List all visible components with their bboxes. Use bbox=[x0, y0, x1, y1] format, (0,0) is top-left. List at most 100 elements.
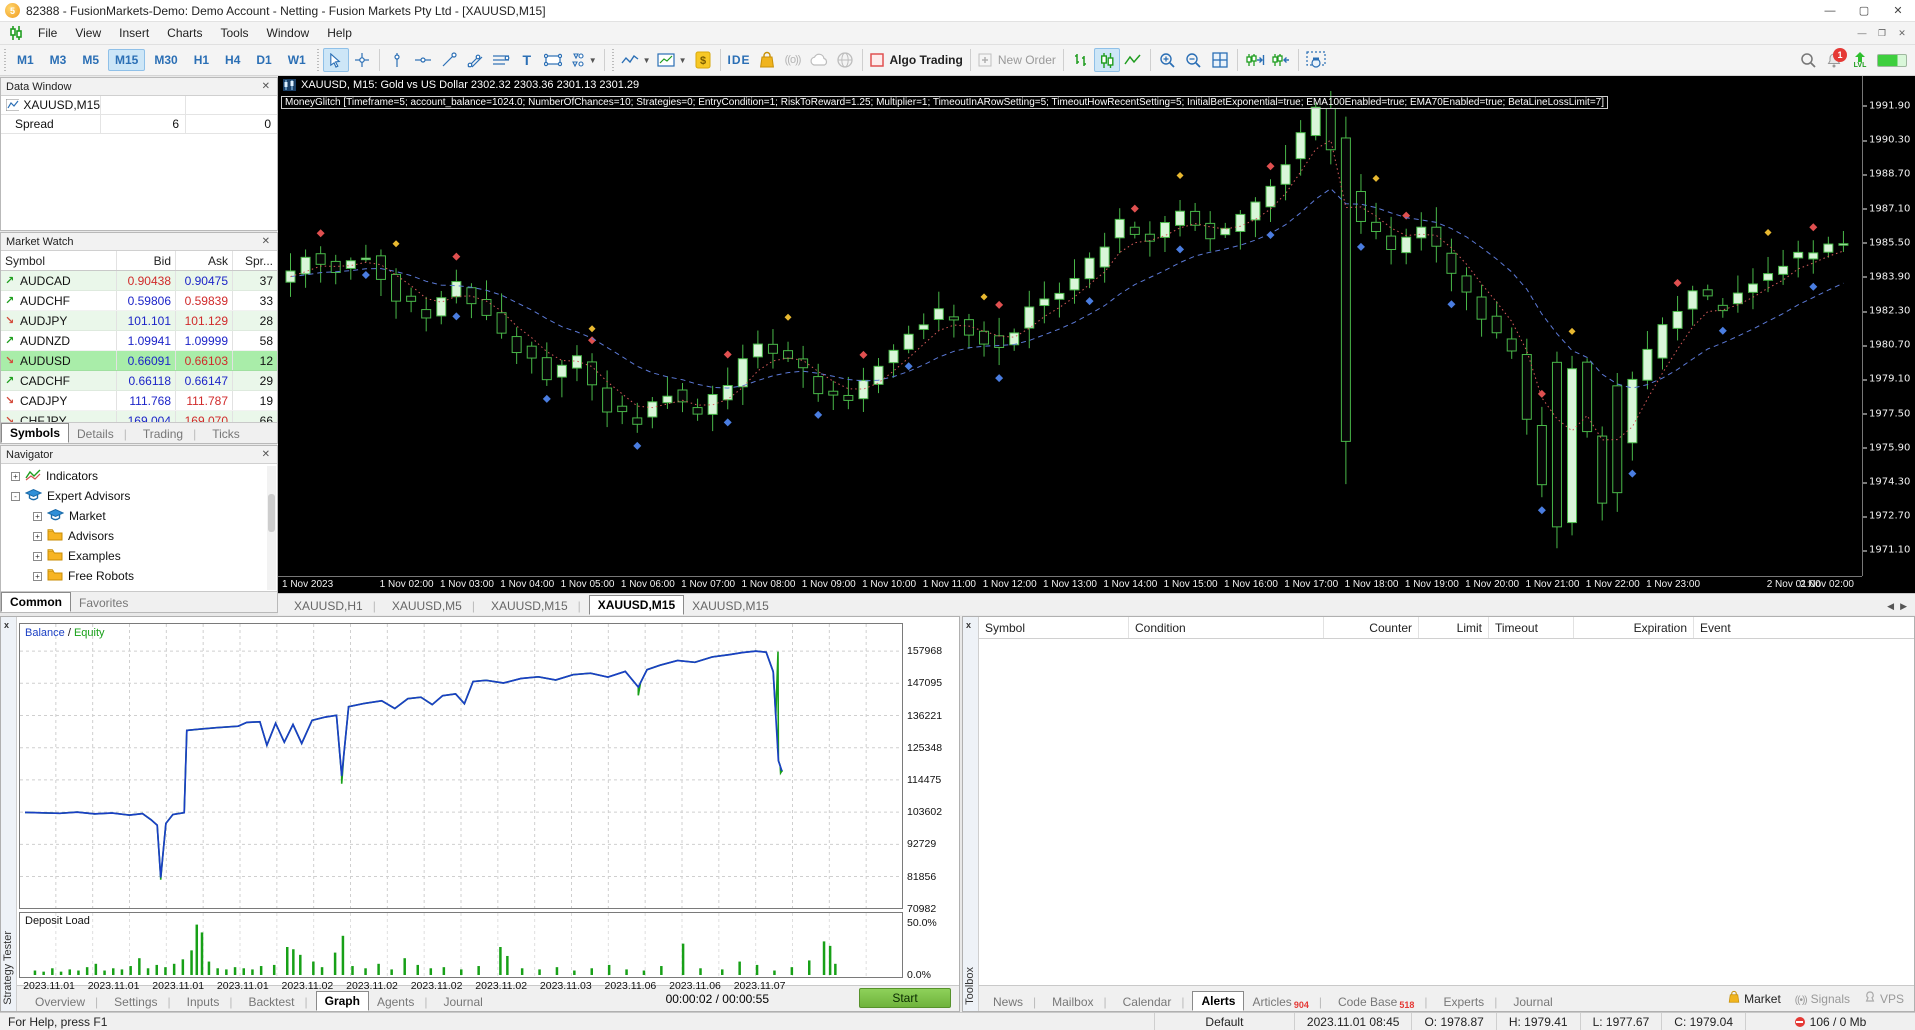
market-watch-row-cadchf[interactable]: ↗ CADCHF 0.66118 0.66147 29 bbox=[1, 371, 277, 391]
start-button[interactable]: Start bbox=[859, 988, 951, 1008]
chart-area[interactable]: 1991.90 1990.30 1988.70 1987.10 1985.50 1983.… bbox=[278, 76, 1915, 593]
web-terminal-button[interactable] bbox=[832, 48, 858, 72]
trendline-tool-button[interactable] bbox=[436, 48, 462, 72]
navigator-item-advisors[interactable]: + Advisors bbox=[1, 526, 277, 546]
cloud-button[interactable] bbox=[806, 48, 832, 72]
deposit-button[interactable]: $ bbox=[690, 48, 716, 72]
profile-cell[interactable]: Default bbox=[1153, 1013, 1294, 1030]
market-watch-row-audnzd[interactable]: ↗ AUDNZD 1.09941 1.09999 58 bbox=[1, 331, 277, 351]
crosshair-tool-button[interactable] bbox=[349, 48, 375, 72]
expand-icon[interactable]: + bbox=[33, 511, 42, 521]
maximize-button[interactable]: ▢ bbox=[1858, 5, 1870, 17]
navigator-item-expert-advisors[interactable]: - Expert Advisors bbox=[1, 486, 277, 506]
toolbox-column-event[interactable]: Event bbox=[1700, 620, 1731, 635]
expand-icon[interactable]: + bbox=[33, 551, 42, 561]
close-icon[interactable]: x bbox=[4, 620, 10, 630]
toolbox-column-condition[interactable]: Condition bbox=[1129, 617, 1324, 638]
tester-tab-inputs[interactable]: Inputs | bbox=[179, 993, 241, 1011]
chart-screenshot-button[interactable] bbox=[1303, 48, 1329, 72]
toolbox-signals-button[interactable]: ((•)) Signals bbox=[1795, 992, 1850, 1006]
strategy-tester-strip[interactable]: x Strategy Tester bbox=[1, 617, 17, 1011]
toolbox-column-counter[interactable]: Counter bbox=[1324, 617, 1419, 638]
timeframe-button-m15[interactable]: M15 bbox=[108, 49, 146, 71]
menu-item-tools[interactable]: Tools bbox=[220, 26, 249, 40]
market-watch-column-1[interactable]: Bid bbox=[117, 251, 176, 270]
chart-tab-0[interactable]: XAUUSD,H1 | bbox=[286, 597, 384, 615]
menu-item-window[interactable]: Window bbox=[266, 26, 310, 40]
minimize-button[interactable]: — bbox=[1824, 4, 1836, 17]
text-tool-button[interactable]: T bbox=[514, 48, 540, 72]
toolbox-market-button[interactable]: Market bbox=[1728, 990, 1781, 1007]
fibonacci-tool-button[interactable] bbox=[488, 48, 514, 72]
menu-item-charts[interactable]: Charts bbox=[167, 26, 203, 40]
data-window-row[interactable]: Spread 6 0 bbox=[1, 115, 277, 134]
toolbox-strip[interactable]: x Toolbox bbox=[963, 617, 979, 1011]
expand-icon[interactable]: + bbox=[33, 571, 42, 581]
toolbox-column-limit[interactable]: Limit bbox=[1419, 617, 1489, 638]
algo-trading-button[interactable]: Algo Trading bbox=[867, 48, 966, 72]
market-watch-row-cadjpy[interactable]: ↘ CADJPY 111.768 111.787 19 bbox=[1, 391, 277, 411]
navigator-item-examples[interactable]: + Examples bbox=[1, 546, 277, 566]
timeframe-button-m30[interactable]: M30 bbox=[154, 53, 178, 67]
tile-windows-button[interactable] bbox=[1207, 48, 1233, 72]
timeframe-button-d1[interactable]: D1 bbox=[256, 53, 272, 67]
new-order-button[interactable]: New Order bbox=[975, 48, 1059, 72]
expand-icon[interactable]: + bbox=[11, 471, 20, 481]
horizontal-line-tool-button[interactable] bbox=[410, 48, 436, 72]
close-button[interactable]: ✕ bbox=[1893, 5, 1903, 17]
tester-tab-overview[interactable]: Overview | bbox=[27, 993, 106, 1011]
arrows-tool-button[interactable]: ▼ bbox=[566, 48, 600, 72]
toolbox-tab-articles[interactable]: Articles 904 | bbox=[1244, 993, 1330, 1011]
market-watch-row-audcad[interactable]: ↗ AUDCAD 0.90438 0.90475 37 bbox=[1, 271, 277, 291]
menu-item-insert[interactable]: Insert bbox=[119, 26, 150, 40]
level-up-button[interactable]: LVL bbox=[1847, 48, 1873, 72]
timeframe-button-w1[interactable]: W1 bbox=[287, 53, 306, 67]
menu-item-file[interactable]: File bbox=[38, 26, 58, 40]
close-icon[interactable]: ✕ bbox=[261, 449, 270, 460]
charts-toggle-icon[interactable] bbox=[3, 21, 29, 45]
data-window-row[interactable]: XAUUSD,M15 bbox=[1, 96, 277, 115]
toolbar-grip[interactable] bbox=[315, 49, 321, 71]
shift-chart-button[interactable] bbox=[1268, 48, 1294, 72]
chart-restore-button[interactable]: ❐ bbox=[1877, 27, 1887, 38]
toolbox-tab-news[interactable]: News | bbox=[985, 993, 1044, 1011]
candlestick-chart[interactable] bbox=[278, 76, 1862, 576]
chart-tab-4[interactable]: XAUUSD,M15 bbox=[684, 597, 777, 615]
chart-tab-3[interactable]: XAUUSD,M15 bbox=[588, 595, 685, 615]
bar-chart-button[interactable] bbox=[1068, 48, 1094, 72]
market-watch-title-bar[interactable]: Market Watch ✕ bbox=[1, 233, 277, 251]
toolbox-column-timeout[interactable]: Timeout bbox=[1489, 617, 1574, 638]
toolbox-tab-journal[interactable]: Journal bbox=[1505, 993, 1560, 1011]
close-icon[interactable]: ✕ bbox=[261, 236, 270, 247]
expand-icon[interactable]: + bbox=[33, 531, 42, 541]
chart-tab-1[interactable]: XAUUSD,M5 | bbox=[384, 597, 483, 615]
toolbox-tab-calendar[interactable]: Calendar | bbox=[1115, 993, 1193, 1011]
deposit-load-chart[interactable] bbox=[19, 912, 903, 978]
market-watch-tab-ticks[interactable]: Ticks bbox=[204, 425, 248, 443]
navigator-item-market[interactable]: + Market bbox=[1, 506, 277, 526]
vertical-line-tool-button[interactable] bbox=[384, 48, 410, 72]
toolbox-tab-alerts[interactable]: Alerts bbox=[1192, 991, 1245, 1011]
tester-tab-settings[interactable]: Settings | bbox=[106, 993, 178, 1011]
toolbox-column-expiration[interactable]: Expiration bbox=[1574, 617, 1694, 638]
navigator-tab-favorites[interactable]: Favorites bbox=[71, 594, 136, 612]
search-button[interactable] bbox=[1795, 48, 1821, 72]
indicators-button[interactable]: ▼ bbox=[618, 48, 654, 72]
timeframe-button-m5[interactable]: M5 bbox=[82, 53, 100, 67]
price-axis[interactable]: 1991.90 1990.30 1988.70 1987.10 1985.50 1983.… bbox=[1862, 76, 1915, 576]
toolbox-vps-button[interactable]: VPS bbox=[1864, 991, 1904, 1006]
chart-minimize-button[interactable]: — bbox=[1857, 28, 1867, 38]
tester-tab-backtest[interactable]: Backtest | bbox=[240, 993, 315, 1011]
line-chart-button[interactable] bbox=[1120, 48, 1146, 72]
close-icon[interactable]: x bbox=[966, 620, 972, 630]
chart-close-button[interactable]: ✕ bbox=[1898, 27, 1906, 38]
metaeditor-button[interactable]: IDE bbox=[725, 48, 754, 72]
timeframe-button-h1[interactable]: H1 bbox=[193, 53, 210, 67]
tester-tab-journal[interactable]: Journal bbox=[435, 993, 490, 1011]
candlestick-chart-button[interactable] bbox=[1093, 48, 1120, 72]
toolbar-grip[interactable] bbox=[2, 49, 7, 71]
data-window-title-bar[interactable]: Data Window ✕ bbox=[1, 78, 277, 96]
scrollbar-thumb[interactable] bbox=[268, 494, 275, 532]
close-icon[interactable]: ✕ bbox=[261, 81, 270, 92]
balance-equity-chart[interactable] bbox=[19, 623, 903, 909]
